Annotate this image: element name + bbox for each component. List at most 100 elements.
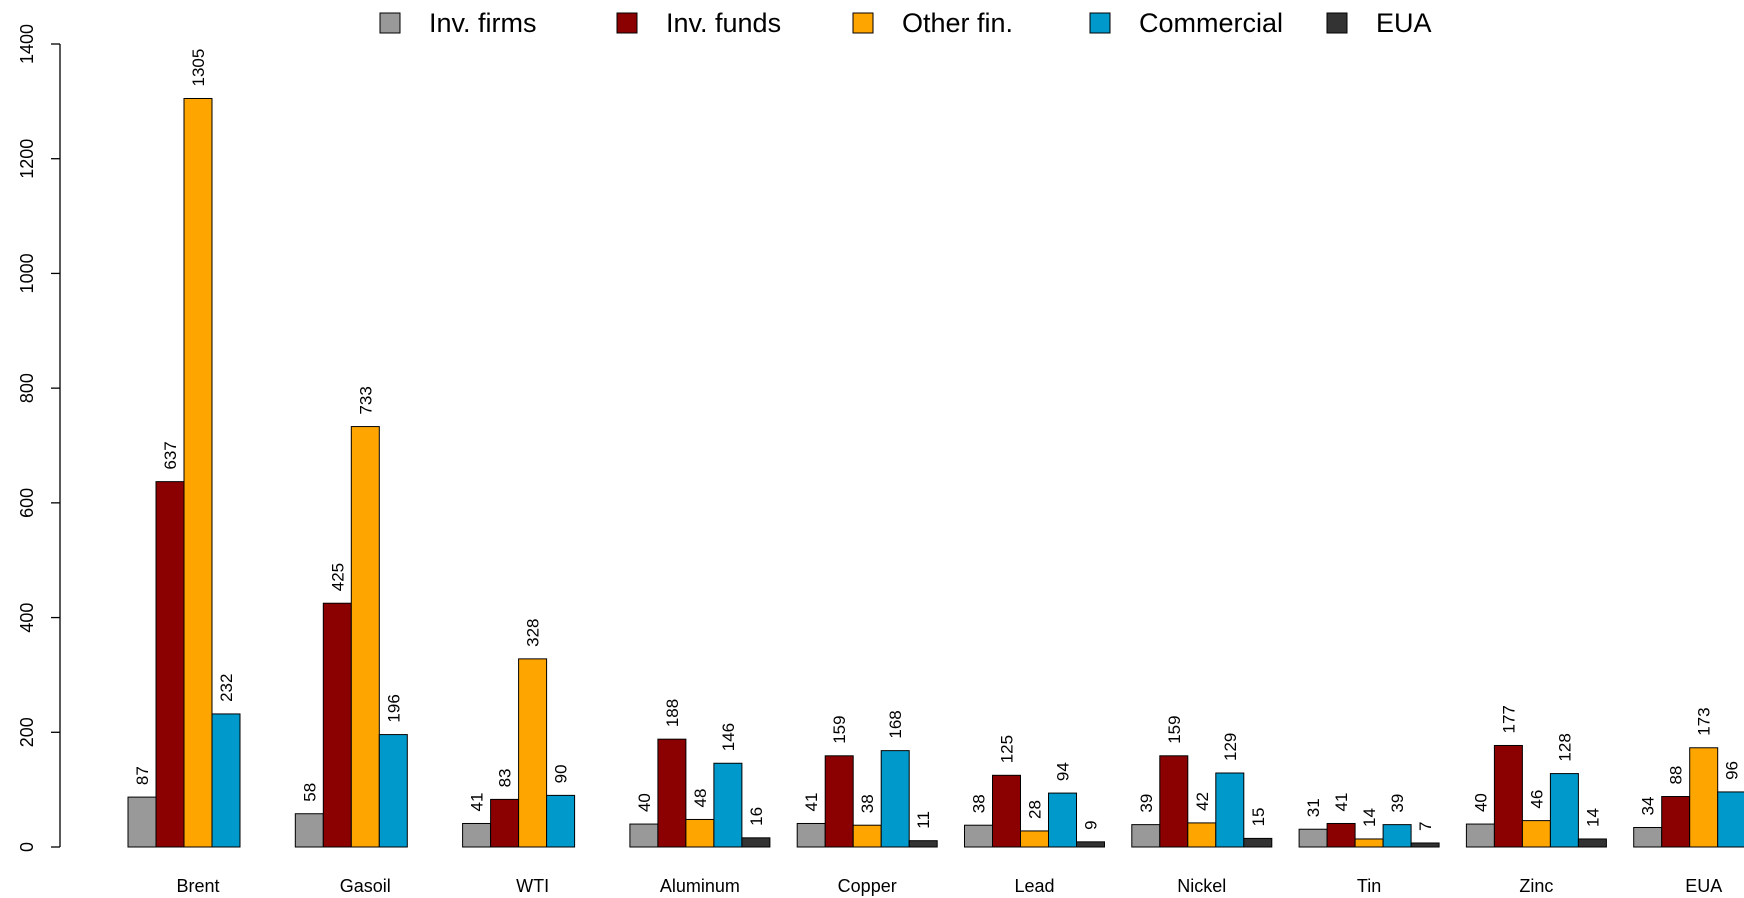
bar-value-label: 58 (300, 783, 319, 802)
bar (880, 750, 910, 848)
bar-value-label: 94 (1054, 762, 1073, 781)
bar (1577, 838, 1607, 848)
bar (462, 822, 492, 848)
bar-value-label: 42 (1193, 792, 1212, 811)
bar-value-label: 7 (1416, 822, 1435, 831)
bar-value-label: 425 (328, 563, 347, 591)
bar-value-label: 90 (552, 764, 571, 783)
legend-label: Commercial (1139, 8, 1283, 38)
bar-value-label: 328 (524, 618, 543, 646)
x-category-label: Aluminum (660, 876, 740, 896)
y-tick-label: 1000 (17, 253, 37, 293)
chart-legend: Inv. firms Inv. funds Other fin. Commercial… (379, 8, 1432, 38)
legend-swatch (1089, 12, 1111, 34)
bar (657, 738, 687, 848)
bar (378, 734, 408, 848)
bar (155, 481, 185, 848)
bar-value-label: 39 (1137, 794, 1156, 813)
bar-value-label: 196 (384, 694, 403, 722)
bar (1717, 791, 1744, 848)
bar (1243, 837, 1273, 848)
bar (1521, 820, 1551, 848)
bar-group-eua: 34 88 173 96 (1633, 707, 1744, 848)
bar (1661, 796, 1691, 848)
bar (1382, 824, 1412, 848)
bar (183, 97, 213, 848)
bar-value-label: 38 (970, 794, 989, 813)
bar-value-label: 125 (998, 735, 1017, 763)
y-tick-label: 1400 (17, 24, 37, 64)
y-tick-label: 1200 (17, 139, 37, 179)
bar-value-label: 159 (1165, 715, 1184, 743)
bar-group-aluminum: 40 188 48 146 16 (629, 699, 771, 848)
legend-swatch (616, 12, 638, 34)
bar (518, 658, 548, 848)
bar-value-label: 31 (1304, 798, 1323, 817)
y-tick-label: 0 (17, 842, 37, 852)
bar-value-label: 34 (1639, 797, 1658, 816)
x-category-label: Nickel (1177, 876, 1226, 896)
bar-groups: 87 637 1305 232 58 425 733 196 41 83 328 90 40 188 48 1… (127, 49, 1744, 848)
x-axis-labels: Brent Gasoil WTI Aluminum Copper Lead Nickel Ti… (176, 876, 1722, 896)
bar-value-label: 46 (1527, 790, 1546, 809)
bar (713, 762, 743, 848)
legend-item: Other fin. (852, 8, 1013, 38)
bar-group-lead: 38 125 28 94 9 (964, 735, 1105, 848)
bar (964, 824, 993, 848)
bar-value-label: 232 (217, 674, 236, 702)
legend-label: Other fin. (902, 8, 1013, 38)
x-category-label: Copper (838, 876, 897, 896)
bar (546, 794, 576, 848)
bar (1493, 744, 1523, 848)
bar-value-label: 41 (1332, 793, 1351, 812)
bar (1549, 773, 1579, 848)
bar-value-label: 177 (1499, 705, 1518, 733)
bar-value-label: 48 (691, 789, 710, 808)
bar (127, 796, 157, 848)
bar-value-label: 188 (663, 699, 682, 727)
y-tick-label: 600 (17, 488, 37, 518)
bar (1048, 792, 1077, 848)
bar-group-brent: 87 637 1305 232 (127, 49, 241, 848)
bar (211, 713, 241, 848)
bar-value-label: 40 (635, 793, 654, 812)
x-category-label: WTI (516, 876, 549, 896)
bar (685, 818, 715, 848)
bar-value-label: 128 (1555, 733, 1574, 761)
bar (1159, 755, 1189, 848)
bar-group-tin: 31 41 14 39 7 (1298, 793, 1440, 848)
bar-value-label: 38 (858, 794, 877, 813)
bar (1131, 824, 1161, 848)
bar-value-label: 39 (1388, 794, 1407, 813)
bar (490, 798, 520, 848)
bar-value-label: 40 (1471, 793, 1490, 812)
bar-value-label: 83 (496, 768, 515, 787)
bar (1633, 826, 1663, 848)
bar (1689, 747, 1719, 848)
bar (1354, 838, 1384, 848)
y-tick-label: 400 (17, 603, 37, 633)
bar-value-label: 88 (1667, 766, 1686, 785)
legend-item: EUA (1326, 8, 1432, 38)
legend-item: Inv. funds (616, 8, 781, 38)
bar (629, 823, 659, 848)
bar-value-label: 11 (914, 811, 933, 829)
bar-value-label: 14 (1583, 808, 1602, 827)
bar-value-label: 87 (133, 766, 152, 785)
bar (1215, 772, 1245, 848)
x-category-label: Zinc (1519, 876, 1553, 896)
bar-value-label: 41 (468, 793, 487, 812)
legend-label: Inv. firms (429, 8, 537, 38)
x-category-label: EUA (1685, 876, 1722, 896)
bar-value-label: 159 (830, 715, 849, 743)
bar-group-gasoil: 58 425 733 196 (294, 386, 408, 848)
bar-group-nickel: 39 159 42 129 15 (1131, 715, 1273, 848)
bar (1465, 823, 1495, 848)
legend-swatch (379, 12, 401, 34)
bar (1298, 828, 1328, 848)
bar (1076, 841, 1105, 848)
legend-item: Inv. firms (379, 8, 537, 38)
y-tick-label: 200 (17, 717, 37, 747)
bar-group-copper: 41 159 38 168 11 (796, 710, 938, 848)
legend-swatch (852, 12, 874, 34)
